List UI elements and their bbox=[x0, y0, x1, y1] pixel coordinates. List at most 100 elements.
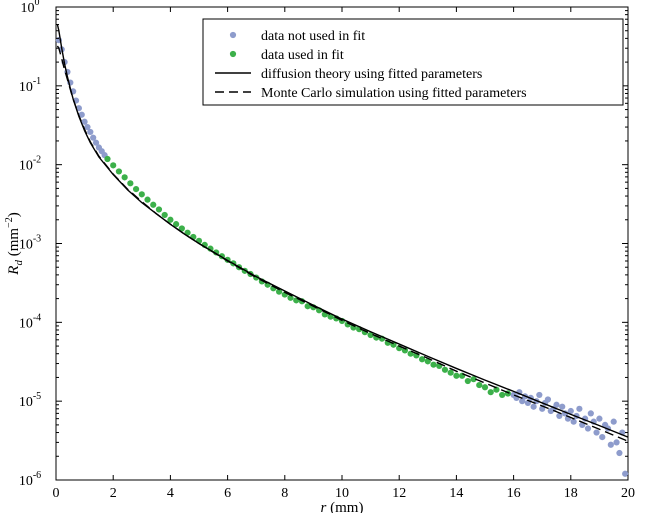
data-point bbox=[610, 418, 617, 425]
data-point bbox=[144, 196, 151, 203]
data-point bbox=[616, 449, 623, 457]
data-point bbox=[155, 206, 163, 213]
y-tick-label: 10-3 bbox=[19, 234, 41, 253]
data-point bbox=[622, 470, 629, 477]
data-point bbox=[476, 381, 483, 389]
y-tick-label: 10-5 bbox=[19, 391, 41, 410]
data-point bbox=[424, 358, 431, 365]
x-tick-label: 20 bbox=[621, 486, 635, 501]
data-point bbox=[178, 225, 185, 232]
data-point bbox=[599, 434, 606, 441]
legend-label: Monte Carlo simulation using fitted para… bbox=[261, 86, 527, 101]
data-point bbox=[207, 245, 214, 252]
legend-marker bbox=[229, 50, 237, 58]
data-point bbox=[132, 185, 140, 193]
data-point bbox=[499, 391, 506, 399]
data-point bbox=[536, 391, 543, 399]
data-point bbox=[84, 123, 91, 131]
x-axis-ticks: 0 2 4 6 8 10 12 14 16 18 20 bbox=[53, 7, 635, 501]
legend-marker bbox=[229, 31, 237, 39]
data-point bbox=[78, 111, 85, 118]
legend: data not used in fit data used in fit diff… bbox=[202, 18, 624, 106]
data-point bbox=[493, 386, 500, 393]
data-point bbox=[487, 389, 494, 396]
data-point bbox=[481, 384, 489, 391]
data-point bbox=[161, 211, 168, 219]
data-point bbox=[81, 118, 88, 125]
y-tick-label: 100 bbox=[21, 0, 40, 16]
data-point bbox=[430, 361, 437, 368]
y-axis-label-exp: −2 bbox=[4, 217, 15, 228]
data-point bbox=[556, 412, 563, 420]
y-tick-label: 10-2 bbox=[19, 155, 41, 174]
y-axis-label-close: ) bbox=[6, 212, 22, 217]
x-tick-label: 18 bbox=[564, 486, 578, 501]
y-axis-label-sub: d bbox=[13, 260, 25, 266]
data-point bbox=[613, 439, 620, 446]
data-point bbox=[87, 128, 94, 136]
data-point bbox=[173, 221, 180, 228]
x-tick-label: 12 bbox=[392, 486, 406, 501]
data-point bbox=[553, 401, 560, 408]
data-point bbox=[418, 356, 426, 363]
data-point bbox=[275, 288, 283, 295]
data-point bbox=[110, 162, 117, 169]
gridless-plot-area: 0 2 4 6 8 10 12 14 16 18 20 100 10-1 10-2 10-3 10-4 10-… bbox=[19, 0, 635, 501]
x-axis-label-var: r bbox=[321, 500, 327, 513]
data-point bbox=[519, 398, 526, 405]
legend-label: diffusion theory using fitted parameters bbox=[261, 67, 482, 82]
y-axis-label: Rd (mm−2) bbox=[4, 212, 25, 275]
data-point bbox=[593, 429, 600, 436]
data-point bbox=[167, 216, 174, 223]
data-point bbox=[544, 396, 552, 403]
data-point bbox=[559, 403, 566, 410]
legend-label: data not used in fit bbox=[261, 29, 365, 44]
data-point bbox=[567, 407, 574, 415]
y-tick-label: 10-6 bbox=[19, 470, 41, 489]
x-axis-label: r (mm) bbox=[321, 500, 364, 513]
data-point bbox=[90, 134, 97, 141]
data-point bbox=[530, 403, 537, 410]
data-point bbox=[184, 229, 191, 236]
data-point bbox=[138, 191, 145, 198]
x-tick-label: 4 bbox=[167, 486, 174, 501]
y-tick-label: 10-1 bbox=[19, 76, 41, 95]
legend-label: data used in fit bbox=[261, 48, 344, 63]
data-point bbox=[327, 313, 334, 320]
y-tick-label: 10-4 bbox=[19, 312, 41, 331]
data-point bbox=[459, 372, 466, 379]
data-point bbox=[596, 415, 603, 422]
y-axis-label-unit: (mm bbox=[6, 228, 22, 260]
x-tick-label: 16 bbox=[507, 486, 521, 501]
data-point bbox=[584, 425, 592, 432]
data-point bbox=[127, 180, 134, 187]
x-tick-label: 8 bbox=[281, 486, 288, 501]
y-axis-label-var: R bbox=[6, 266, 22, 276]
series-1-points bbox=[104, 155, 511, 399]
legend-box bbox=[202, 18, 624, 106]
y-axis-ticks: 100 10-1 10-2 10-3 10-4 10-5 10-6 bbox=[19, 0, 628, 489]
x-axis-label-unit: (mm) bbox=[326, 500, 363, 513]
data-point bbox=[607, 441, 614, 448]
data-point bbox=[447, 369, 454, 376]
data-point bbox=[576, 405, 583, 412]
data-point bbox=[367, 331, 374, 339]
x-tick-label: 10 bbox=[335, 486, 349, 501]
data-point bbox=[453, 372, 460, 379]
x-tick-label: 0 bbox=[53, 486, 60, 501]
data-point bbox=[587, 410, 594, 417]
x-tick-label: 2 bbox=[110, 486, 117, 501]
data-point bbox=[441, 366, 449, 373]
monte-carlo-curve bbox=[56, 45, 629, 442]
data-point bbox=[115, 168, 123, 175]
x-tick-label: 14 bbox=[449, 486, 463, 501]
data-point bbox=[464, 377, 471, 385]
data-point bbox=[570, 418, 577, 425]
legend-entries: data not used in fit data used in fit diff… bbox=[215, 29, 527, 101]
series-layer bbox=[55, 24, 629, 477]
data-point bbox=[104, 155, 111, 163]
x-tick-label: 6 bbox=[224, 486, 231, 501]
data-point bbox=[150, 201, 157, 208]
data-point bbox=[121, 174, 128, 181]
